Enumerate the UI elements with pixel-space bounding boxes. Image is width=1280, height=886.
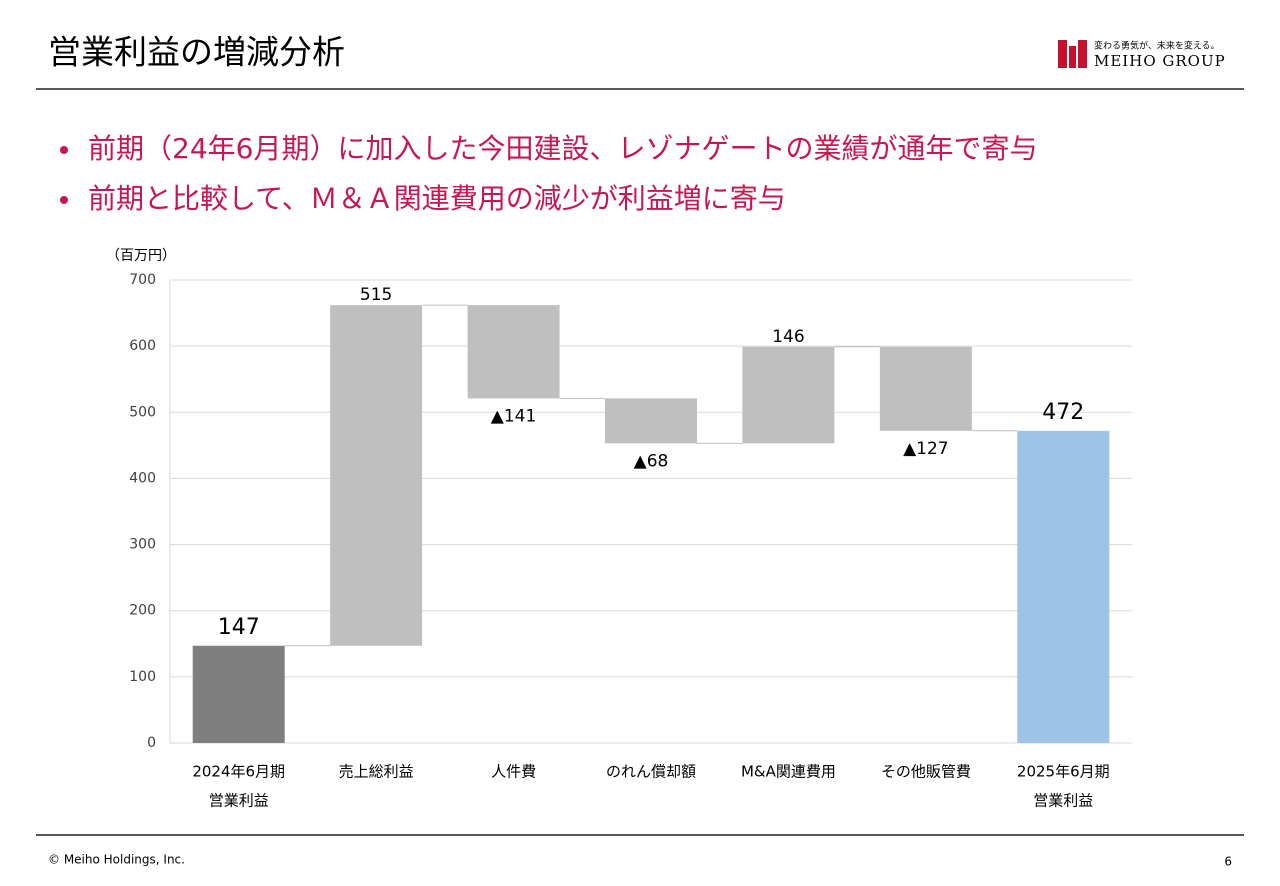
copyright: © Meiho Holdings, Inc. [48,853,185,867]
logo: 変わる勇気が、未来を変える。 MEIHO GROUP [1058,40,1226,70]
x-tick-label: M&A関連費用 [741,763,836,781]
y-tick-label: 600 [129,338,156,354]
y-tick-label: 100 [129,669,156,685]
bullet-dot [60,146,68,154]
bullet: 前期（24年6月期）に加入した今田建設、レゾナゲートの業績が通年で寄与 [88,132,1037,165]
y-tick-label: 400 [129,470,156,486]
logo-icon [1078,40,1087,68]
y-tick-label: 500 [129,404,156,420]
bar [742,346,835,444]
value-label: 147 [218,615,260,640]
y-tick-label: 0 [147,735,156,751]
x-tick-label: 営業利益 [209,792,269,810]
x-tick-label: のれん償却額 [606,763,696,781]
y-tick-label: 200 [129,603,156,619]
logo-icon [1069,46,1076,68]
slide-title: 営業利益の増減分析 [48,33,345,72]
value-label: 146 [772,327,804,347]
value-label: ▲127 [903,439,949,459]
bar [192,645,285,743]
y-tick-label: 700 [129,272,156,288]
x-tick-label: 人件費 [491,763,536,781]
x-tick-label: 売上総利益 [339,763,414,781]
value-label: 515 [360,285,392,305]
page-number: 6 [1224,855,1232,869]
bullet: 前期と比較して、Ｍ＆Ａ関連費用の減少が利益増に寄与 [88,182,786,215]
x-tick-label: その他販管費 [881,763,971,781]
y-tick-label: 300 [129,537,156,553]
x-tick-label: 2024年6月期 [192,763,285,781]
bar [330,305,423,646]
bullet-dot [60,196,68,204]
logo-tagline: 変わる勇気が、未来を変える。 [1094,40,1220,52]
logo-name: MEIHO GROUP [1094,52,1226,70]
bar [467,305,560,399]
bar [1017,430,1110,743]
bar [879,346,972,431]
logo-icon [1058,40,1067,68]
value-label: 472 [1042,400,1084,425]
x-tick-label: 営業利益 [1033,792,1093,810]
bar [605,398,697,444]
y-axis-label: （百万円） [106,248,176,264]
x-tick-label: 2025年6月期 [1017,763,1110,781]
value-label: ▲68 [634,451,669,471]
value-label: ▲141 [491,406,537,426]
